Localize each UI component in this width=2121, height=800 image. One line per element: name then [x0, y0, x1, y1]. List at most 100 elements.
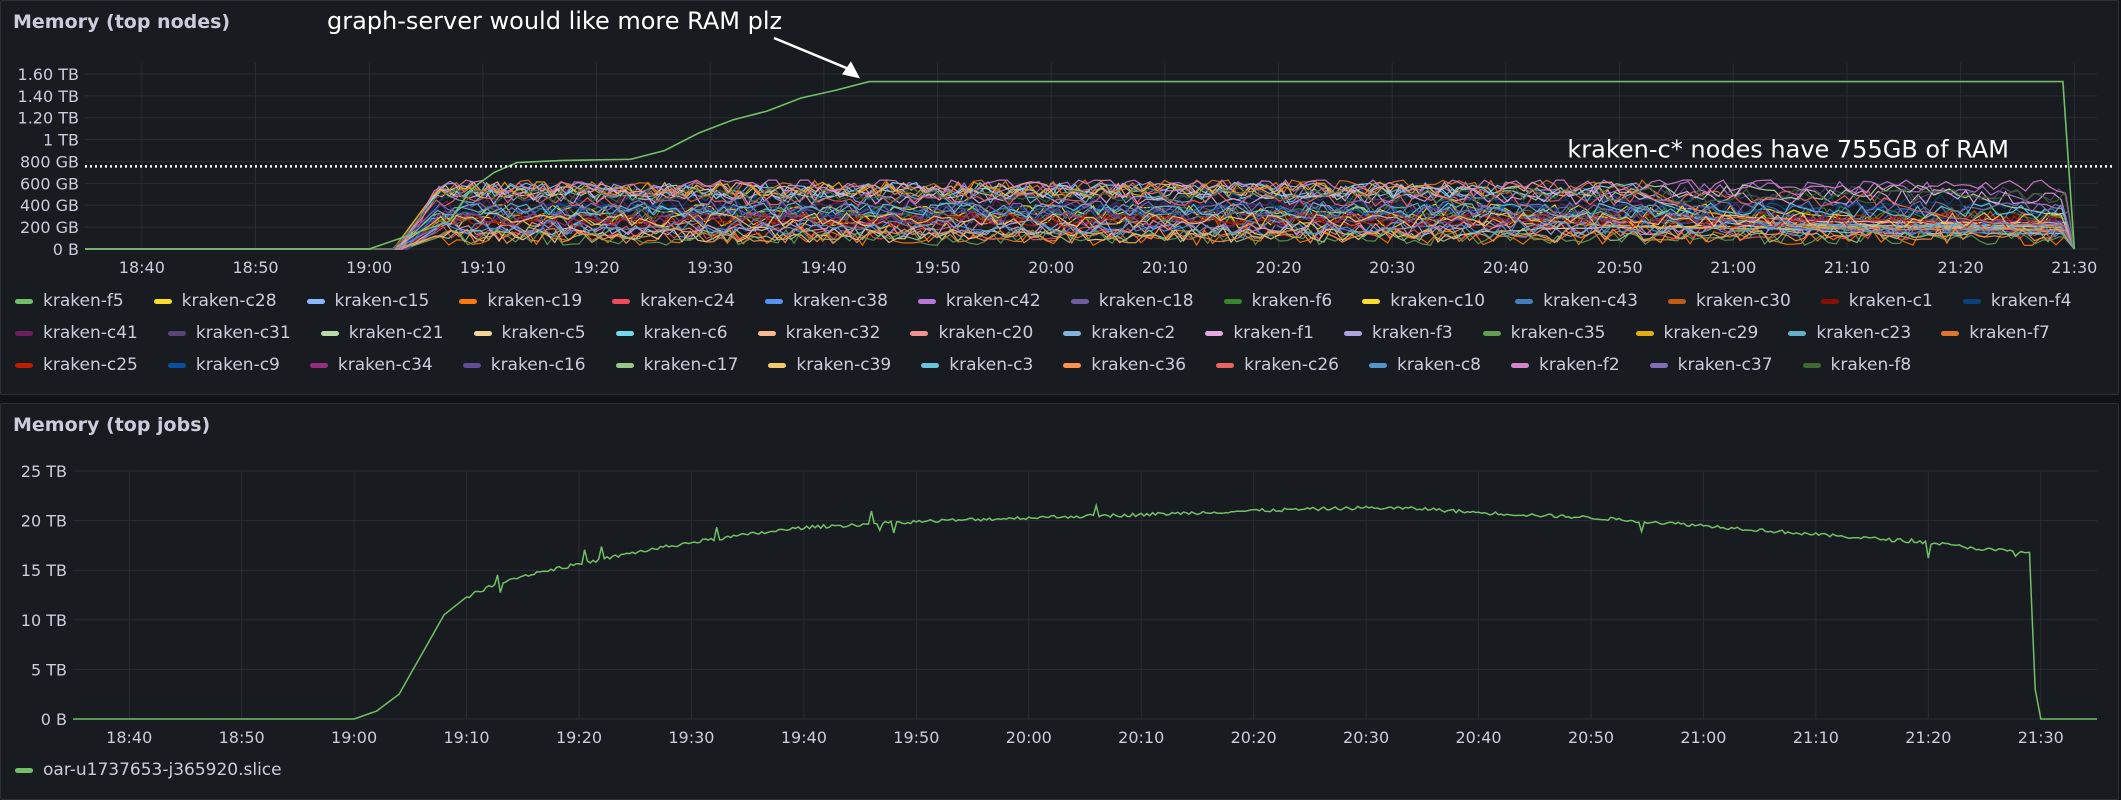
nodes-y-tick-label: 1 TB [43, 131, 79, 150]
nodes-legend-item[interactable]: kraken-c16 [462, 349, 586, 381]
legend-label: kraken-c10 [1390, 291, 1486, 311]
nodes-legend-item[interactable]: kraken-c26 [1216, 349, 1339, 381]
nodes-series-line [85, 227, 2075, 250]
legend-label: kraken-f8 [1830, 355, 1912, 375]
nodes-legend-item[interactable]: kraken-c41 [15, 317, 138, 349]
nodes-legend-item[interactable]: kraken-c34 [309, 349, 433, 381]
jobs-y-tick-label: 25 TB [21, 462, 67, 481]
legend-label: kraken-c20 [938, 323, 1034, 343]
nodes-series-kraken-f5 [85, 80, 2076, 250]
nodes-legend-item[interactable]: kraken-f6 [1223, 285, 1332, 317]
nodes-series-line [85, 211, 2075, 250]
legend-swatch [1216, 362, 1235, 368]
legend-label: kraken-c8 [1396, 355, 1481, 375]
nodes-legend-item[interactable]: kraken-c35 [1482, 317, 1606, 349]
jobs-x-tick-label: 19:30 [668, 728, 714, 744]
jobs-x-tick-label: 20:40 [1456, 728, 1502, 744]
nodes-legend-item[interactable]: kraken-c1 [1820, 285, 1933, 317]
jobs-x-tick-label: 21:00 [1680, 728, 1726, 744]
nodes-series-line [85, 190, 2075, 250]
nodes-legend-item[interactable]: kraken-f8 [1802, 349, 1912, 381]
nodes-legend-item[interactable]: kraken-f7 [1941, 317, 2050, 349]
nodes-x-tick-label: 19:30 [687, 258, 733, 277]
nodes-legend-item[interactable]: kraken-f4 [1962, 285, 2071, 317]
legend-swatch [1343, 330, 1362, 336]
nodes-series-line [85, 207, 2075, 250]
legend-swatch [1511, 362, 1529, 368]
legend-swatch [15, 298, 33, 304]
nodes-legend-item[interactable]: kraken-c2 [1063, 317, 1175, 349]
nodes-legend-item[interactable]: kraken-c15 [306, 285, 429, 317]
legend-label: kraken-c35 [1510, 323, 1606, 343]
nodes-legend-item[interactable]: kraken-f2 [1511, 349, 1620, 381]
jobs-y-tick-label: 5 TB [31, 660, 67, 679]
legend-label: kraken-c38 [793, 291, 888, 311]
chart-memory-top-nodes[interactable]: 0 B 200 GB 400 GB 600 GB 800 GB 1 TB 1.20 TB 1.… [1, 1, 2118, 301]
legend-swatch [1482, 330, 1501, 336]
legend-swatch [1223, 298, 1242, 304]
legend-label: kraken-c43 [1543, 291, 1638, 311]
nodes-legend-item[interactable]: kraken-c31 [167, 317, 291, 349]
nodes-legend-item[interactable]: kraken-c43 [1515, 285, 1638, 317]
jobs-x-tick-label: 20:20 [1231, 728, 1277, 744]
panel-memory-top-nodes: Memory (top nodes) 0 B 200 GB 400 GB 600 GB… [0, 0, 2119, 395]
chart-memory-top-jobs[interactable]: 0 B 5 TB 10 TB 15 TB 20 TB 25 TB 18:40 18:50 19:… [1, 404, 2118, 744]
legend-label: kraken-c18 [1098, 291, 1194, 311]
nodes-legend-item[interactable]: kraken-c19 [459, 285, 582, 317]
nodes-legend-item[interactable]: kraken-c3 [921, 349, 1033, 381]
nodes-legend-item[interactable]: kraken-c5 [473, 317, 586, 349]
nodes-legend-item[interactable]: kraken-f3 [1343, 317, 1453, 349]
nodes-series-line [85, 201, 2075, 250]
nodes-legend-item[interactable]: kraken-c37 [1649, 349, 1773, 381]
jobs-x-tick-label: 19:10 [444, 728, 490, 744]
nodes-x-tick-label: 19:10 [460, 258, 506, 277]
nodes-legend-item[interactable]: kraken-c25 [15, 349, 138, 381]
nodes-legend-item[interactable]: kraken-f1 [1205, 317, 1314, 349]
nodes-legend-item[interactable]: kraken-c29 [1635, 317, 1758, 349]
nodes-legend-item[interactable]: kraken-c23 [1788, 317, 1911, 349]
legend-label: kraken-f5 [43, 291, 124, 311]
nodes-legend-item[interactable]: kraken-c20 [910, 317, 1033, 349]
nodes-x-tick-label: 18:50 [232, 258, 278, 277]
nodes-legend-item[interactable]: kraken-c42 [917, 285, 1041, 317]
nodes-legend-item[interactable]: kraken-c9 [167, 349, 280, 381]
nodes-legend-item[interactable]: kraken-c38 [765, 285, 888, 317]
legend-label: kraken-c3 [949, 355, 1034, 375]
nodes-legend-item[interactable]: kraken-c36 [1063, 349, 1186, 381]
legend-nodes: kraken-f5 kraken-c28 kraken-c15 kraken-c19 k… [15, 285, 2104, 381]
nodes-x-tick-label: 20:20 [1256, 258, 1302, 277]
nodes-legend-item[interactable]: kraken-c21 [320, 317, 444, 349]
nodes-legend-item[interactable]: kraken-c10 [1362, 285, 1485, 317]
nodes-legend-item[interactable]: kraken-c39 [768, 349, 891, 381]
nodes-legend-item[interactable]: kraken-c32 [757, 317, 880, 349]
nodes-y-tick-label: 600 GB [20, 174, 79, 193]
nodes-series-line [85, 186, 2075, 250]
legend-swatch [167, 330, 186, 336]
legend-swatch [1962, 298, 1981, 304]
legend-label: kraken-c41 [43, 323, 138, 343]
legend-label: kraken-c26 [1244, 355, 1339, 375]
legend-label: kraken-c31 [195, 323, 291, 343]
jobs-x-tick-label: 19:00 [331, 728, 377, 744]
jobs-legend-item[interactable]: oar-u1737653-j365920.slice [15, 754, 282, 786]
threshold-annotation: kraken-c* nodes have 755GB of RAM [1567, 135, 2009, 163]
nodes-legend-item[interactable]: kraken-c6 [615, 317, 728, 349]
nodes-legend-item[interactable]: kraken-c18 [1070, 285, 1194, 317]
legend-swatch [459, 298, 478, 304]
nodes-legend-item[interactable]: kraken-c30 [1667, 285, 1791, 317]
legend-label: kraken-c37 [1677, 355, 1773, 375]
nodes-legend-item[interactable]: kraken-c17 [615, 349, 738, 381]
panel-title-jobs: Memory (top jobs) [13, 414, 211, 436]
nodes-series-lines [85, 179, 2075, 250]
jobs-x-tick-label: 18:50 [219, 728, 265, 744]
nodes-legend-item[interactable]: kraken-f5 [15, 285, 124, 317]
jobs-x-tick-label: 18:40 [106, 728, 152, 744]
legend-swatch [612, 298, 631, 304]
nodes-x-tick-label: 20:50 [1597, 258, 1643, 277]
nodes-legend-item[interactable]: kraken-c28 [153, 285, 277, 317]
legend-swatch [757, 330, 776, 336]
nodes-legend-item[interactable]: kraken-c24 [612, 285, 735, 317]
legend-swatch [1368, 362, 1387, 368]
jobs-x-tick-label: 19:40 [781, 728, 827, 744]
nodes-legend-item[interactable]: kraken-c8 [1368, 349, 1481, 381]
